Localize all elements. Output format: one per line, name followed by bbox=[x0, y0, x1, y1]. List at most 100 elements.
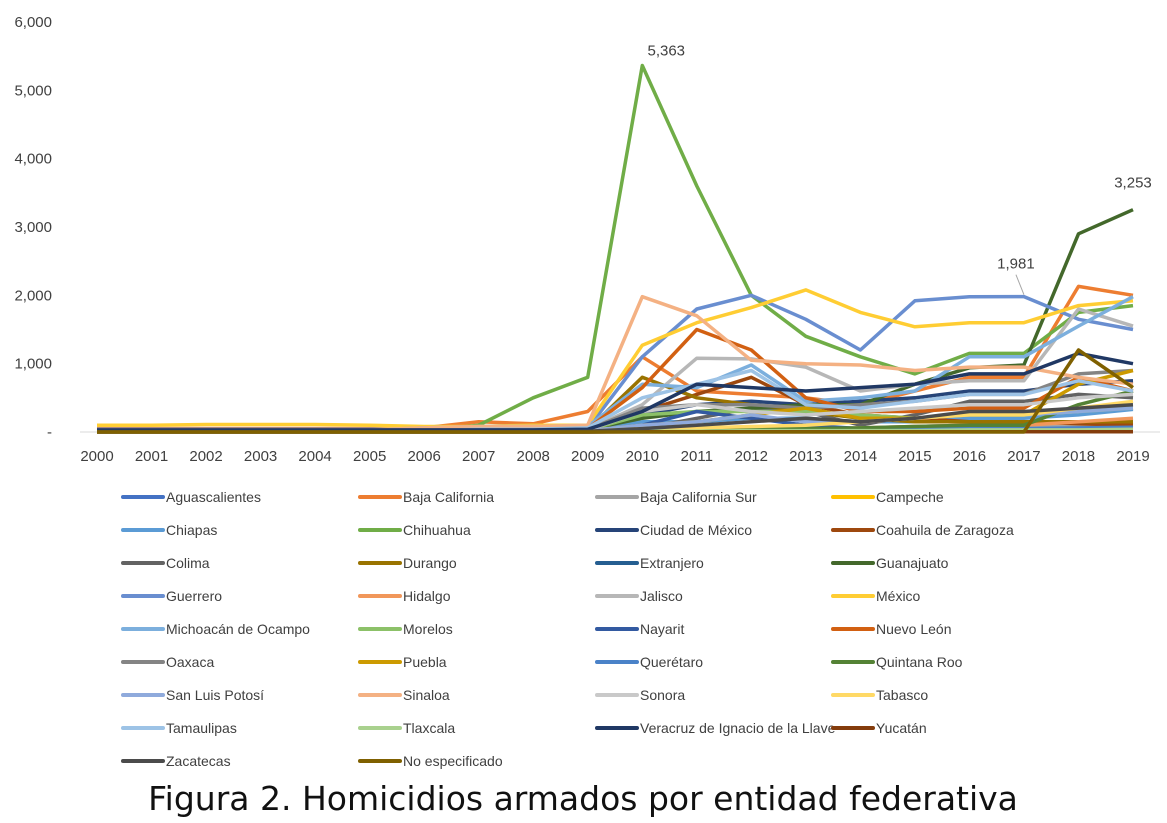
legend-item: Colima bbox=[121, 555, 210, 571]
x-tick-label: 2014 bbox=[844, 448, 877, 465]
legend-label: San Luis Potosí bbox=[166, 687, 264, 703]
legend-label: Sinaloa bbox=[403, 687, 450, 703]
legend-label: Yucatán bbox=[876, 720, 927, 736]
annotations: 5,363 1,981 3,253 bbox=[647, 43, 1152, 295]
legend-label: Tamaulipas bbox=[166, 720, 237, 736]
legend-label: México bbox=[876, 588, 921, 604]
data-label: 1,981 bbox=[997, 256, 1035, 273]
x-tick-label: 2017 bbox=[1007, 448, 1040, 465]
x-tick-label: 2010 bbox=[626, 448, 659, 465]
legend-item: México bbox=[831, 588, 921, 604]
legend-label: Colima bbox=[166, 555, 210, 571]
legend-label: Campeche bbox=[876, 489, 944, 505]
y-tick-label: 5,000 bbox=[14, 82, 52, 99]
series-line-m-xico bbox=[97, 288, 1134, 429]
legend-item: Veracruz de Ignacio de la Llave bbox=[595, 720, 836, 736]
legend-item: Guanajuato bbox=[831, 555, 949, 571]
legend-label: Tlaxcala bbox=[403, 720, 455, 736]
legend-label: Sonora bbox=[640, 687, 685, 703]
x-tick-label: 2004 bbox=[298, 448, 331, 465]
legend-item: Michoacán de Ocampo bbox=[121, 621, 310, 637]
series-lines bbox=[97, 63, 1134, 434]
legend-item: Sonora bbox=[595, 687, 685, 703]
legend-label: Baja California bbox=[403, 489, 494, 505]
x-tick-label: 2009 bbox=[571, 448, 604, 465]
legend-label: Hidalgo bbox=[403, 588, 451, 604]
legend-label: Ciudad de México bbox=[640, 522, 752, 538]
y-tick-label: 4,000 bbox=[14, 151, 52, 168]
legend-label: Oaxaca bbox=[166, 654, 214, 670]
x-tick-label: 2000 bbox=[80, 448, 113, 465]
legend-label: Baja California Sur bbox=[640, 489, 757, 505]
legend-label: Querétaro bbox=[640, 654, 703, 670]
legend-item: Morelos bbox=[358, 621, 453, 637]
legend-label: No especificado bbox=[403, 753, 503, 769]
legend-label: Puebla bbox=[403, 654, 447, 670]
annotation-leader-line bbox=[1015, 274, 1025, 295]
x-tick-label: 2001 bbox=[135, 448, 168, 465]
legend-item: Ciudad de México bbox=[595, 522, 752, 538]
y-tick-label: - bbox=[47, 424, 52, 441]
data-label: 5,363 bbox=[647, 43, 685, 60]
legend-item: Quintana Roo bbox=[831, 654, 963, 670]
x-tick-label: 2013 bbox=[789, 448, 822, 465]
legend-label: Nayarit bbox=[640, 621, 684, 637]
legend: Aguascalientes Baja California Baja Califo… bbox=[121, 489, 1014, 769]
legend-item: Nayarit bbox=[595, 621, 684, 637]
y-tick-label: 2,000 bbox=[14, 287, 52, 304]
x-tick-label: 2005 bbox=[353, 448, 386, 465]
legend-label: Quintana Roo bbox=[876, 654, 963, 670]
legend-label: Guerrero bbox=[166, 588, 222, 604]
legend-label: Coahuila de Zaragoza bbox=[876, 522, 1014, 538]
legend-item: Tabasco bbox=[831, 687, 928, 703]
legend-item: Extranjero bbox=[595, 555, 704, 571]
legend-item: Tamaulipas bbox=[121, 720, 237, 736]
legend-label: Chiapas bbox=[166, 522, 217, 538]
legend-label: Durango bbox=[403, 555, 457, 571]
legend-item: Sinaloa bbox=[358, 687, 450, 703]
legend-item: Coahuila de Zaragoza bbox=[831, 522, 1014, 538]
data-label: 3,253 bbox=[1114, 175, 1152, 192]
legend-label: Jalisco bbox=[640, 588, 683, 604]
x-tick-label: 2002 bbox=[189, 448, 222, 465]
x-tick-label: 2012 bbox=[735, 448, 768, 465]
x-tick-label: 2018 bbox=[1062, 448, 1095, 465]
x-tick-label: 2019 bbox=[1116, 448, 1149, 465]
x-tick-label: 2016 bbox=[953, 448, 986, 465]
legend-item: Guerrero bbox=[121, 588, 222, 604]
legend-label: Aguascalientes bbox=[166, 489, 261, 505]
legend-item: Nuevo León bbox=[831, 621, 952, 637]
x-tick-label: 2011 bbox=[681, 448, 713, 465]
x-axis: 2000 2001 2002 2003 2004 2005 2006 2007 2008 2009… bbox=[80, 448, 1149, 465]
legend-label: Tabasco bbox=[876, 687, 928, 703]
legend-label: Michoacán de Ocampo bbox=[166, 621, 310, 637]
legend-item: No especificado bbox=[358, 753, 503, 769]
legend-item: Zacatecas bbox=[121, 753, 231, 769]
legend-item: Durango bbox=[358, 555, 457, 571]
x-tick-label: 2007 bbox=[462, 448, 495, 465]
legend-label: Veracruz de Ignacio de la Llave bbox=[640, 720, 836, 736]
y-tick-label: 3,000 bbox=[14, 219, 52, 236]
legend-label: Guanajuato bbox=[876, 555, 949, 571]
series-line-no-especificado bbox=[97, 348, 1134, 434]
legend-item: San Luis Potosí bbox=[121, 687, 264, 703]
legend-item: Aguascalientes bbox=[121, 489, 261, 505]
legend-item: Tlaxcala bbox=[358, 720, 455, 736]
y-axis: - 1,000 2,000 3,000 4,000 5,000 6,000 bbox=[14, 14, 52, 441]
x-tick-label: 2003 bbox=[244, 448, 277, 465]
legend-item: Baja California bbox=[358, 489, 494, 505]
x-tick-label: 2006 bbox=[407, 448, 440, 465]
legend-item: Puebla bbox=[358, 654, 447, 670]
legend-item: Oaxaca bbox=[121, 654, 214, 670]
legend-item: Chihuahua bbox=[358, 522, 471, 538]
legend-item: Querétaro bbox=[595, 654, 703, 670]
legend-label: Zacatecas bbox=[166, 753, 231, 769]
legend-label: Nuevo León bbox=[876, 621, 952, 637]
legend-item: Baja California Sur bbox=[595, 489, 757, 505]
series-line-guanajuato bbox=[97, 208, 1134, 432]
y-tick-label: 1,000 bbox=[14, 356, 52, 373]
legend-label: Extranjero bbox=[640, 555, 704, 571]
x-tick-label: 2008 bbox=[517, 448, 550, 465]
